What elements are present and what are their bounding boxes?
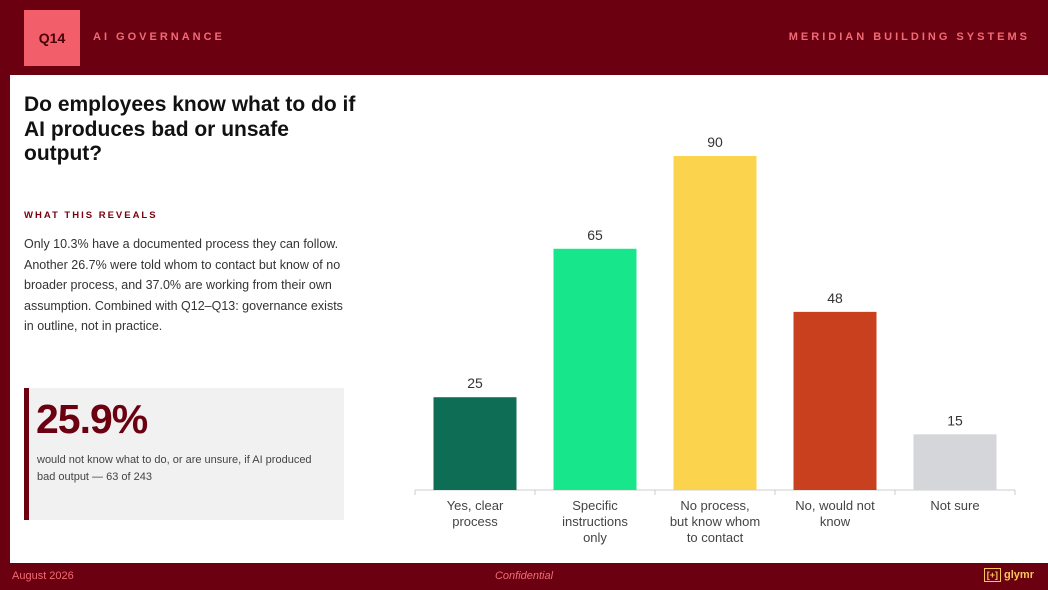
reveals-text: Only 10.3% have a documented process the… [24, 237, 343, 333]
content-panel: Do employees know what to do if AI produ… [10, 75, 1048, 563]
category-label-2-1: but know whom [670, 514, 760, 529]
logo-mark: [+] [983, 568, 1002, 582]
category-label-3-0: No, would not [795, 498, 875, 513]
stat-value: 25.9% [36, 396, 148, 442]
question-title: Do employees know what to do if AI produ… [24, 93, 356, 166]
bar-0 [433, 397, 517, 490]
stat-description: would not know what to do, or are unsure… [37, 454, 312, 483]
bar-3 [793, 311, 877, 490]
data-label-4: 15 [947, 412, 963, 428]
bar-4 [913, 434, 997, 490]
question-badge: Q14 [24, 10, 80, 66]
category-label-0-0: Yes, clear [447, 498, 504, 513]
data-label-0: 25 [467, 375, 483, 391]
reveals-heading: WHAT THIS REVEALS [24, 210, 158, 221]
company-name: MERIDIAN BUILDING SYSTEMS [788, 31, 1030, 43]
bar-1 [553, 248, 637, 490]
data-label-1: 65 [587, 227, 603, 243]
category-label-2-2: to contact [687, 530, 744, 545]
category-label-2-0: No process, [680, 498, 749, 513]
category-label-1-1: instructions [562, 514, 628, 529]
category-label-1-0: Specific [572, 498, 618, 513]
footer-date: August 2026 [12, 570, 74, 582]
category-label-0-1: process [452, 514, 498, 529]
section-title: AI GOVERNANCE [93, 31, 225, 43]
stat-callout: 25.9% would not know what to do, or are … [24, 388, 344, 520]
data-label-3: 48 [827, 290, 843, 306]
category-label-1-2: only [583, 530, 607, 545]
brand-logo: [+] glymr [983, 568, 1034, 582]
data-label-2: 90 [707, 134, 723, 150]
category-label-3-1: know [820, 514, 851, 529]
bar-2 [673, 156, 757, 490]
category-label-4-0: Not sure [930, 498, 979, 513]
logo-text: glymr [1004, 569, 1034, 581]
footer-confidential: Confidential [494, 570, 554, 582]
header: Q14 AI GOVERNANCE MERIDIAN BUILDING SYST… [0, 0, 1048, 75]
